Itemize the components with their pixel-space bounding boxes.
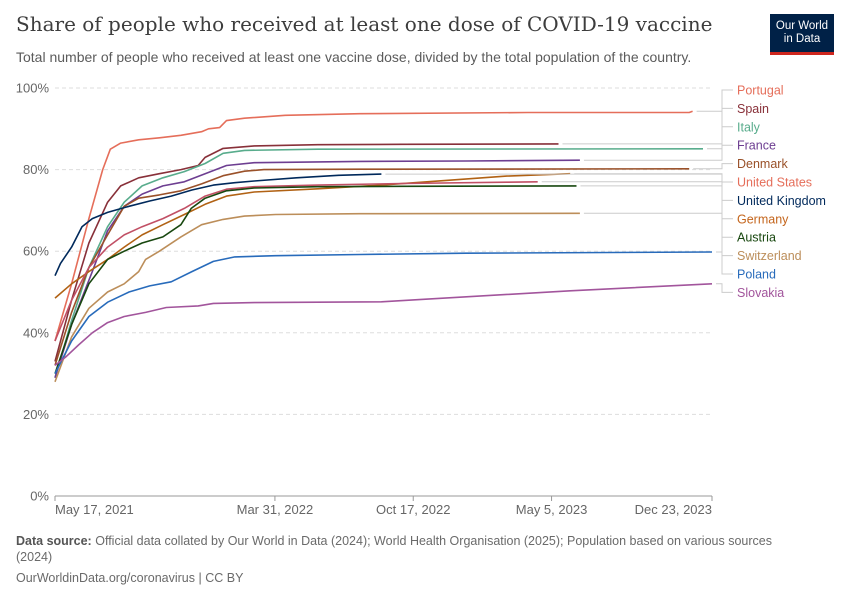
logo-line-2: in Data: [783, 33, 821, 45]
y-axis: 0% 20% 40% 60% 80% 100%: [16, 81, 50, 504]
series-line-austria[interactable]: [54, 185, 577, 374]
owid-logo[interactable]: Our World in Data: [770, 14, 834, 55]
series-line-slovakia[interactable]: [54, 283, 713, 367]
legend-connector: [696, 89, 733, 112]
legend-label[interactable]: Spain: [737, 102, 769, 116]
legend-connector: [580, 185, 733, 238]
logo-line-1: Our World: [775, 20, 829, 32]
legend-label[interactable]: Austria: [737, 231, 776, 245]
series-line-poland[interactable]: [54, 251, 713, 374]
legend-connector: [693, 163, 733, 170]
license-label[interactable]: CC BY: [205, 571, 244, 585]
legend-label[interactable]: France: [737, 139, 776, 153]
series-line-denmark[interactable]: [54, 168, 690, 366]
legend-connector: [583, 212, 733, 257]
credit-url[interactable]: OurWorldinData.org/coronavirus: [16, 571, 196, 585]
legend-label[interactable]: Switzerland: [737, 249, 802, 263]
credit-separator: |: [198, 571, 202, 585]
y-tick-label: 60%: [23, 244, 49, 259]
series-line-portugal[interactable]: [54, 110, 693, 342]
legend-label[interactable]: United States: [737, 176, 812, 190]
legend-connector: [574, 173, 733, 183]
legend-label[interactable]: Italy: [737, 120, 761, 134]
legend-label[interactable]: United Kingdom: [737, 194, 826, 208]
x-tick-label: Oct 17, 2022: [376, 502, 450, 517]
legend-label[interactable]: Slovakia: [737, 286, 784, 300]
y-tick-label: 80%: [23, 162, 49, 177]
y-tick-label: 0%: [30, 489, 49, 504]
credit-line: OurWorldinData.org/coronavirus | CC BY: [16, 570, 243, 586]
series-line-spain[interactable]: [54, 143, 559, 362]
legend-connector: [716, 283, 733, 293]
legend: Portugal Spain Italy France Denmark United St…: [385, 84, 826, 300]
x-tick-label: May 17, 2021: [55, 502, 134, 517]
legend-label[interactable]: Denmark: [737, 157, 788, 171]
x-tick-label: Dec 23, 2023: [635, 502, 712, 517]
legend-label[interactable]: Germany: [737, 212, 789, 226]
x-tick-label: May 5, 2023: [516, 502, 588, 517]
series-line-france[interactable]: [54, 159, 580, 378]
chart-subtitle: Total number of people who received at l…: [16, 49, 692, 65]
y-tick-label: 20%: [23, 407, 49, 422]
series-lines: [54, 110, 713, 383]
data-source-note: Data source: Official data collated by O…: [16, 533, 806, 565]
data-source-label: Data source:: [16, 534, 92, 548]
legend-label[interactable]: Poland: [737, 268, 776, 282]
legend-connector: [385, 173, 733, 201]
x-axis: May 17, 2021 Mar 31, 2022 Oct 17, 2022 May …: [54, 496, 713, 517]
series-line-germany[interactable]: [54, 181, 538, 342]
y-tick-label: 40%: [23, 325, 49, 340]
legend-label[interactable]: Portugal: [737, 84, 784, 98]
legend-connector: [562, 107, 733, 145]
legend-connector: [716, 251, 733, 275]
series-line-italy[interactable]: [54, 148, 704, 378]
legend-connector: [583, 144, 733, 161]
y-tick-label: 100%: [16, 81, 50, 96]
series-line-united-kingdom[interactable]: [54, 173, 382, 277]
series-line-switzerland[interactable]: [54, 212, 580, 383]
legend-connector: [707, 126, 733, 150]
data-source-text: Official data collated by Our World in D…: [16, 534, 772, 564]
x-tick-label: Mar 31, 2022: [237, 502, 314, 517]
line-chart: 0% 20% 40% 60% 80% 100% May 17, 2021 Mar 31, 2…: [16, 81, 826, 518]
chart-title: Share of people who received at least on…: [16, 12, 713, 36]
series-line-united-states[interactable]: [54, 172, 571, 299]
